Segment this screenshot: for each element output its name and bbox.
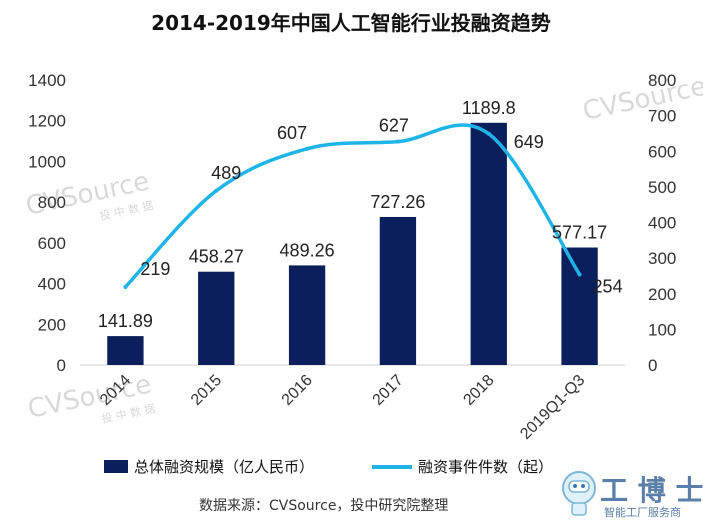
y-right-tick-label: 800	[648, 71, 676, 90]
robot-mascot-icon	[562, 471, 596, 516]
y-right-tick-label: 700	[648, 107, 676, 126]
y-left-tick-label: 800	[38, 193, 66, 212]
y-left-tick-label: 400	[38, 275, 66, 294]
line-point	[305, 146, 310, 151]
legend-bar-swatch	[104, 460, 128, 473]
source-note: 数据来源：CVSource，投中研究院整理	[199, 498, 448, 514]
y-right-tick-label: 400	[648, 214, 676, 233]
y-right-tick-label: 200	[648, 285, 676, 304]
line-data-label: 649	[514, 132, 544, 152]
line-data-label: 254	[593, 277, 623, 297]
y-left-tick-label: 1000	[28, 152, 66, 171]
chart-title: 2014-2019年中国人工智能行业投融资趋势	[151, 11, 551, 35]
bar-data-label: 489.26	[280, 240, 335, 260]
line-point	[577, 272, 582, 277]
line-data-label: 219	[140, 259, 170, 279]
line-point	[214, 188, 219, 193]
watermark-text: CVSource	[580, 71, 703, 126]
y-right-tick-label: 300	[648, 249, 676, 268]
bar	[379, 216, 417, 365]
y-right-tick-label: 600	[648, 142, 676, 161]
y-left-tick-label: 600	[38, 234, 66, 253]
x-tick-label: 2018	[460, 372, 497, 409]
bar	[198, 271, 235, 365]
x-tick-label: 2016	[279, 372, 316, 409]
bar	[470, 122, 507, 365]
data-labels: 141.89 458.27 489.26 727.26 1189.8 577.17 219 4…	[98, 98, 623, 331]
line-data-label: 607	[277, 123, 307, 143]
x-tick-label: 2019Q1-Q3	[517, 372, 588, 443]
line-series-path	[124, 123, 582, 289]
logo-subtext: 智能工厂服务商	[604, 505, 681, 519]
line-data-label: 627	[379, 116, 409, 136]
legend: 总体融资规模（亿人民币） 融资事件件数（起）	[104, 458, 553, 476]
bar	[107, 336, 144, 365]
logo-text: 工 博 士	[600, 474, 703, 507]
bar-data-label: 577.17	[552, 223, 607, 243]
y-right-tick-label: 0	[648, 356, 657, 375]
legend-bar-label: 总体融资规模（亿人民币）	[134, 458, 314, 476]
line-point	[395, 139, 400, 144]
y-left-tick-label: 1400	[28, 71, 66, 90]
bar-data-label: 727.26	[370, 192, 425, 212]
legend-line-label: 融资事件件数（起）	[418, 458, 553, 476]
line-series	[123, 123, 582, 289]
line-point	[486, 131, 491, 136]
bar	[288, 265, 326, 365]
bar	[561, 247, 598, 365]
bar-data-label: 1189.8	[462, 98, 516, 118]
x-tick-label: 2015	[188, 372, 225, 409]
line-data-label: 489	[211, 163, 241, 183]
y-left-tick-label: 200	[38, 315, 66, 334]
y-left-tick-label: 1200	[28, 112, 66, 131]
logo: 工 博 士 智能工厂服务商	[562, 471, 703, 519]
x-axis: 2014 2015 2016 2017 2018 2019Q1-Q3	[97, 372, 588, 443]
bar-data-label: 458.27	[189, 247, 244, 267]
line-point	[123, 284, 128, 289]
x-tick-label: 2017	[370, 372, 407, 409]
y-left-tick-label: 0	[57, 356, 66, 375]
y-right-tick-label: 100	[648, 320, 676, 339]
bar-series	[107, 122, 598, 365]
y-axis-left: 0 200 400 600 800 1000 1200 1400	[28, 71, 66, 375]
bar-data-label: 141.89	[98, 311, 153, 331]
y-right-tick-label: 500	[648, 178, 676, 197]
y-axis-right: 0 100 200 300 400 500 600 700 800	[648, 71, 676, 375]
